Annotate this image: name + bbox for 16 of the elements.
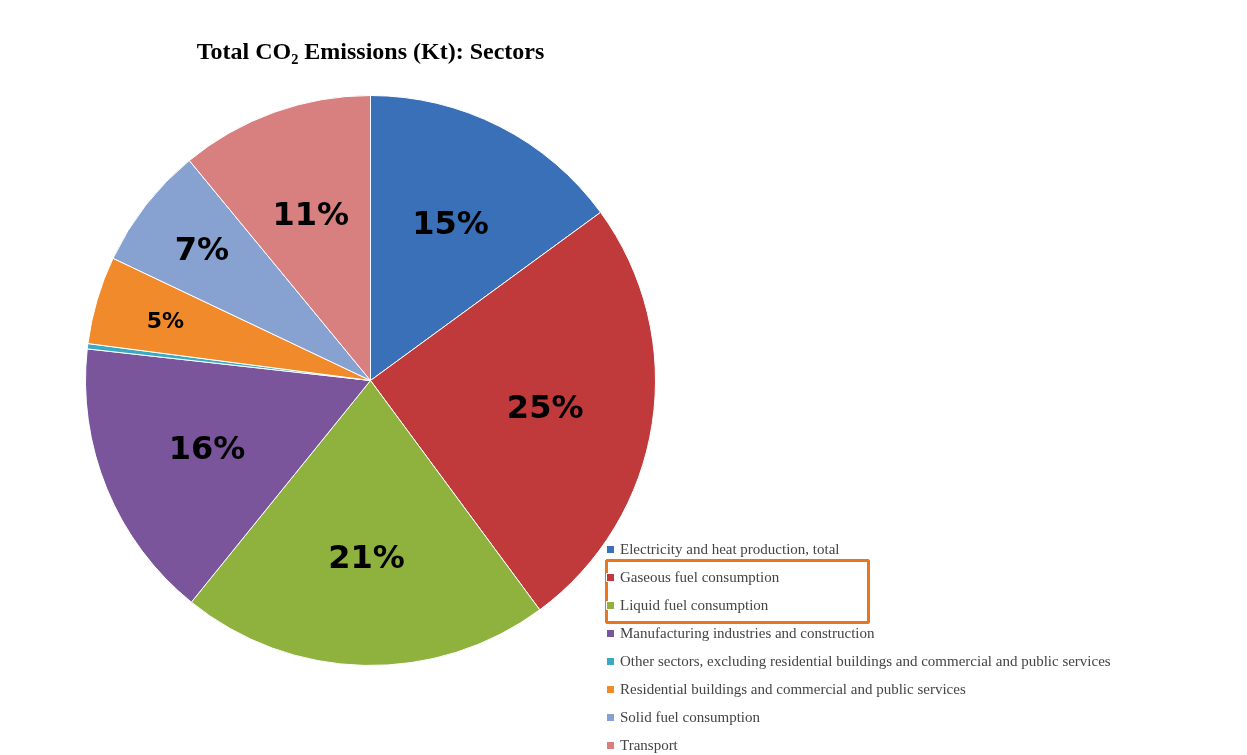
legend-label: Other sectors, excluding residential buildings and commercial and public services <box>620 651 1111 671</box>
legend-label: Transport <box>620 735 678 755</box>
data-label: 15% <box>412 203 489 242</box>
data-label: 7% <box>174 230 230 269</box>
legend-label: Gaseous fuel consumption <box>620 567 780 587</box>
legend-label: Manufacturing industries and construction <box>620 623 875 643</box>
legend-label: Solid fuel consumption <box>620 707 760 727</box>
legend-label: Liquid fuel consumption <box>620 595 769 615</box>
data-label: 25% <box>506 388 584 427</box>
data-label: 5% <box>146 307 185 333</box>
legend-label: Residential buildings and commercial and public services <box>620 679 966 699</box>
chart-title: Total CO₂ Emissions (Kt): Sectors <box>196 37 545 64</box>
data-label: 16% <box>168 428 246 467</box>
legend-label: Electricity and heat production, total <box>620 539 840 559</box>
data-label: 11% <box>272 195 350 234</box>
data-label: 21% <box>328 538 405 577</box>
